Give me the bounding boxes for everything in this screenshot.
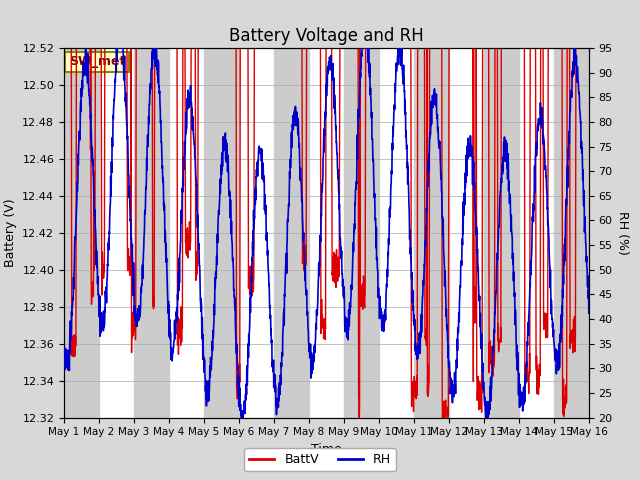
Legend: BattV, RH: BattV, RH — [244, 448, 396, 471]
Text: SW_met: SW_met — [69, 55, 125, 68]
Bar — [414, 48, 449, 418]
Bar — [64, 48, 99, 418]
Bar — [134, 48, 169, 418]
Bar — [274, 48, 309, 418]
X-axis label: Time: Time — [311, 443, 342, 456]
Bar — [484, 48, 519, 418]
Bar — [344, 48, 379, 418]
Y-axis label: RH (%): RH (%) — [616, 211, 629, 255]
Title: Battery Voltage and RH: Battery Voltage and RH — [229, 27, 424, 45]
Bar — [554, 48, 589, 418]
Bar — [204, 48, 239, 418]
Y-axis label: Battery (V): Battery (V) — [4, 199, 17, 267]
